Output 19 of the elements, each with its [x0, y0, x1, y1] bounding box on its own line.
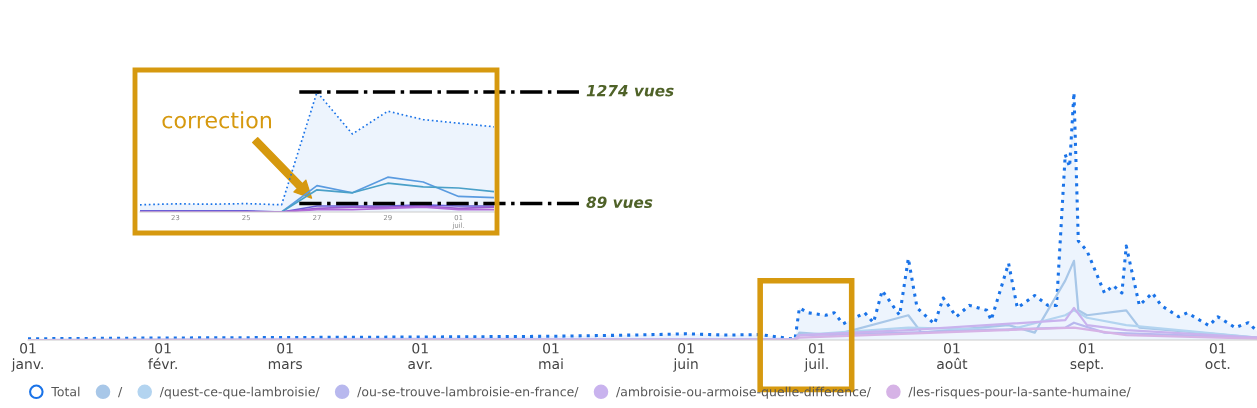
- legend-label: /ambroisie-ou-armoise-quelle-difference/: [616, 386, 871, 399]
- legend-label: /ou-se-trouve-lambroisie-en-france/: [357, 386, 579, 398]
- x-tick-label: 01 févr.: [148, 343, 177, 370]
- x-tick-label: 01 avr.: [408, 343, 432, 370]
- x-tick-label: 01 juin: [673, 343, 698, 372]
- ref-line-label: 89 vues: [586, 196, 653, 209]
- legend-label: /quest-ce-que-lambroisie/: [159, 386, 320, 399]
- x-tick-label: 01 mars: [268, 343, 302, 370]
- ref-line-label: 1274 vues: [586, 84, 674, 97]
- x-tick-label: 01 janv.: [11, 343, 43, 372]
- x-tick-label: 01 sept.: [1070, 343, 1103, 372]
- legend-label: /: [118, 387, 123, 398]
- x-tick-label: 01 juil.: [804, 343, 828, 372]
- legend-label: /les-risques-pour-la-sante-humaine/: [908, 386, 1131, 399]
- x-tick-label: 01 oct.: [1205, 343, 1230, 370]
- legend-label: Total: [51, 386, 80, 397]
- x-tick-label: 01 août: [937, 343, 968, 370]
- x-tick-label: 01 mai: [539, 343, 563, 370]
- annotation: correction: [162, 111, 272, 129]
